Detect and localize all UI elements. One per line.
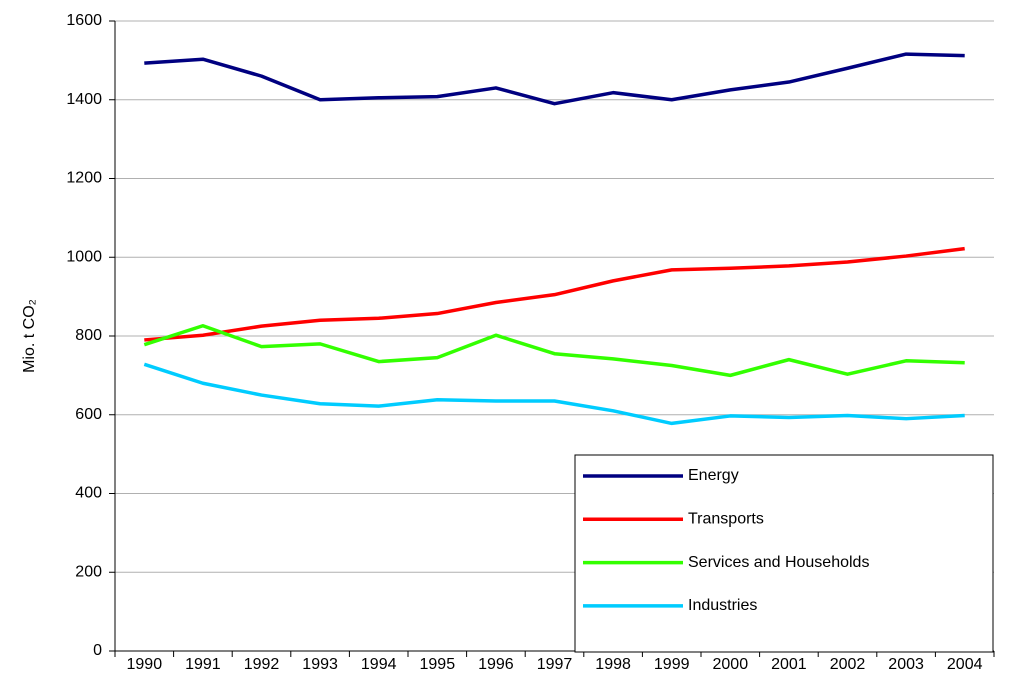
x-tick-label: 1998 xyxy=(595,656,631,673)
legend-label: Energy xyxy=(688,467,739,484)
y-axis-label: Mio. t CO₂ xyxy=(21,299,38,373)
x-tick-label: 1996 xyxy=(478,656,514,673)
x-tick-label: 1994 xyxy=(361,656,397,673)
legend-label: Transports xyxy=(688,511,764,528)
x-tick-label: 1992 xyxy=(244,656,280,673)
y-tick-label: 400 xyxy=(75,485,102,502)
y-tick-label: 200 xyxy=(75,563,102,580)
x-tick-label: 2004 xyxy=(947,656,983,673)
x-tick-label: 1997 xyxy=(537,656,573,673)
x-tick-label: 2003 xyxy=(888,656,924,673)
y-tick-label: 1200 xyxy=(66,170,102,187)
legend-label: Services and Households xyxy=(688,554,869,571)
y-tick-label: 1000 xyxy=(66,248,102,265)
x-tick-label: 1995 xyxy=(420,656,456,673)
y-tick-label: 1600 xyxy=(66,12,102,29)
x-tick-label: 1991 xyxy=(185,656,221,673)
x-tick-label: 2000 xyxy=(713,656,749,673)
y-tick-label: 1400 xyxy=(66,91,102,108)
series-line xyxy=(144,52,965,106)
x-tick-label: 2001 xyxy=(771,656,807,673)
y-tick-label: 800 xyxy=(75,327,102,344)
y-tick-label: 600 xyxy=(75,406,102,423)
x-tick-label: 1993 xyxy=(302,656,338,673)
x-tick-label: 1990 xyxy=(127,656,163,673)
series-line xyxy=(144,246,965,342)
y-tick-label: 0 xyxy=(93,642,102,659)
legend-box xyxy=(574,454,994,653)
legend-label: Industries xyxy=(688,597,757,614)
x-tick-label: 2002 xyxy=(830,656,866,673)
x-tick-label: 1999 xyxy=(654,656,690,673)
series-line xyxy=(143,324,965,378)
series-line xyxy=(143,362,965,426)
